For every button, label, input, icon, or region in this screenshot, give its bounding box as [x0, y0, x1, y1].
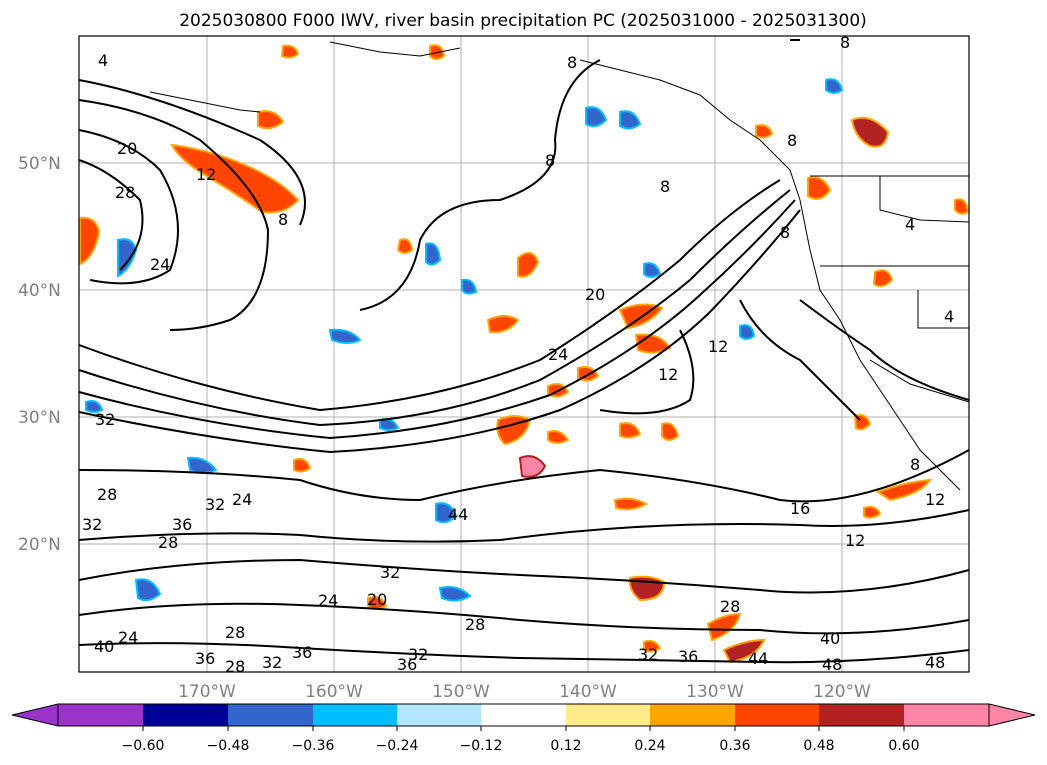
contour-label: 20: [117, 139, 137, 158]
contour-label: 28: [225, 657, 245, 676]
colorbar-tick-label: 0.12: [550, 738, 581, 754]
contour-label: 28: [720, 597, 740, 616]
colorbar-segment: [819, 704, 904, 726]
colorbar-ticks: [142, 726, 905, 731]
colorbar-tick-label: −0.60: [122, 738, 165, 754]
colorbar-segment: [650, 704, 735, 726]
contour-label: 8: [278, 210, 288, 229]
contour-label: 8: [910, 455, 920, 474]
contour-label: 4: [98, 51, 108, 70]
contour-label: 12: [925, 490, 945, 509]
map-frame: [78, 35, 970, 673]
contour-label: 40: [820, 629, 840, 648]
contour-label: 8: [840, 33, 850, 52]
contour-label: 20: [585, 285, 605, 304]
contour-label: 32: [638, 645, 658, 664]
contour-label: 8: [660, 177, 670, 196]
lat-label-30n: 30°N: [18, 408, 61, 428]
longitude-labels: 170°W 160°W 150°W 140°W 130°W 120°W: [178, 682, 871, 702]
contour-label: 32: [82, 515, 102, 534]
colorbar-segment: [566, 704, 650, 726]
lon-label-120w: 120°W: [813, 682, 871, 702]
contour-label: 32: [95, 410, 115, 429]
contour-label: 32: [380, 563, 400, 582]
lat-label-40n: 40°N: [18, 281, 61, 301]
colorbar-tick-label: 0.24: [634, 738, 665, 754]
contour-label: 28: [225, 623, 245, 642]
contour-label: 36: [292, 643, 312, 662]
colorbar-tick-label: 0.60: [888, 738, 919, 754]
lon-label-150w: 150°W: [432, 682, 490, 702]
colorbar-tick-label: −0.48: [207, 738, 250, 754]
contour-label: 36: [172, 515, 192, 534]
contour-label: 32: [262, 653, 282, 672]
contour-label: 12: [658, 365, 678, 384]
contour-label: 44: [448, 505, 468, 524]
map-panel: 4 8 8 8 8 8 12 12 12 12 12 16 20 20 20 2…: [78, 33, 970, 676]
colorbar-tick-label: −0.12: [460, 738, 503, 754]
colorbar: −0.60 −0.48 −0.36 −0.24 −0.12 0.12 0.24 …: [11, 703, 1036, 754]
contour-label: 48: [925, 653, 945, 672]
contour-label: 28: [115, 183, 135, 202]
contour-label: 36: [678, 647, 698, 666]
colorbar-segment: [228, 704, 313, 726]
contour-label: 24: [318, 591, 338, 610]
map-title: 2025030800 F000 IWV, river basin precipi…: [179, 11, 867, 31]
precip-pc-shading: [79, 44, 970, 664]
contour-label: 32: [408, 645, 428, 664]
latitude-labels: 50°N 40°N 30°N 20°N: [18, 154, 61, 555]
colorbar-segment: [313, 704, 397, 726]
contour-label: 32: [205, 495, 225, 514]
colorbar-segment: [481, 704, 566, 726]
contour-label: 28: [158, 533, 178, 552]
contour-label: 36: [195, 649, 215, 668]
colorbar-min-extension: [11, 703, 59, 727]
contour-label: 48: [822, 655, 842, 674]
contour-label: 24: [232, 490, 252, 509]
contour-label: 8: [780, 223, 790, 242]
colorbar-tick-label: 0.36: [719, 738, 750, 754]
contour-label: 8: [567, 53, 577, 72]
contour-label: 24: [548, 345, 568, 364]
lon-label-170w: 170°W: [178, 682, 236, 702]
colorbar-segment: [904, 704, 989, 726]
contour-label: 12: [708, 337, 728, 356]
contour-label: 40: [94, 637, 114, 656]
lat-label-50n: 50°N: [18, 154, 61, 174]
contour-label: 24: [118, 628, 138, 647]
contour-label: 24: [150, 255, 170, 274]
coastlines: [149, 41, 970, 491]
contour-label: 8: [545, 151, 555, 170]
lon-label-130w: 130°W: [686, 682, 744, 702]
lon-label-140w: 140°W: [559, 682, 617, 702]
contour-label: 28: [465, 615, 485, 634]
colorbar-segment: [143, 704, 228, 726]
contour-label: 28: [97, 485, 117, 504]
contour-label: 44: [748, 649, 768, 668]
contour-label: 12: [196, 165, 216, 184]
colorbar-max-extension: [988, 703, 1036, 727]
lon-label-160w: 160°W: [305, 682, 363, 702]
colorbar-tick-label: −0.24: [376, 738, 419, 754]
contour-label: 12: [845, 531, 865, 550]
colorbar-segment: [397, 704, 481, 726]
iwv-contours: [78, 39, 970, 664]
contour-label: 36: [397, 655, 417, 674]
iwv-contour-labels: 4 8 8 8 8 8 12 12 12 12 12 16 20 20 20 2…: [82, 33, 954, 676]
colorbar-segment: [735, 704, 819, 726]
colorbar-tick-label: 0.48: [803, 738, 834, 754]
lat-label-20n: 20°N: [18, 535, 61, 555]
contour-label: 4: [905, 215, 915, 234]
contour-label: 8: [787, 131, 797, 150]
colorbar-segment: [58, 704, 143, 726]
contour-label: 4: [944, 307, 954, 326]
colorbar-tick-label: −0.36: [292, 738, 335, 754]
contour-label: 20: [367, 590, 387, 609]
contour-label: 16: [790, 499, 810, 518]
